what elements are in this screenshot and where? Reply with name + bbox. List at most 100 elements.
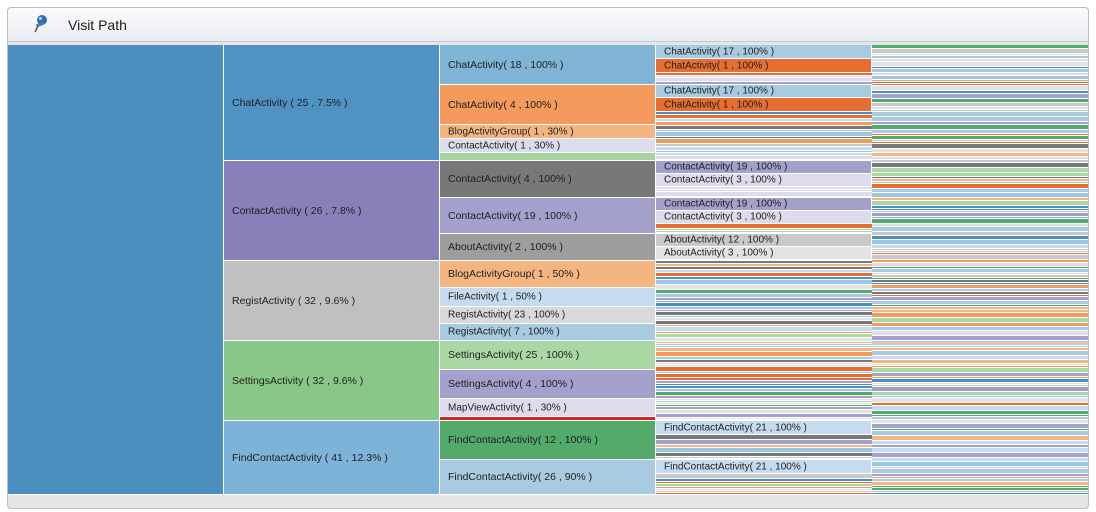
path-stripe (656, 153, 872, 156)
path-stripe (872, 201, 1088, 206)
path-stripe (872, 283, 1088, 285)
level3-label: FindContactActivity( 21 , 100% ) (664, 461, 807, 472)
level3-node[interactable]: ContactActivity( 19 , 100% ) (656, 198, 872, 211)
path-stripe (872, 327, 1088, 331)
level3-node[interactable]: ChatActivity( 1 , 100% ) (656, 59, 872, 73)
level3-node[interactable]: AboutActivity( 12 , 100% ) (656, 234, 872, 247)
path-stripe (872, 232, 1088, 236)
level2-node[interactable]: ContactActivity( 19 , 100% ) (440, 198, 656, 234)
path-stripe (872, 462, 1088, 467)
level2-strip (440, 417, 656, 421)
path-stripe (872, 160, 1088, 163)
path-stripe (872, 297, 1088, 301)
path-stripe (656, 448, 872, 453)
path-stripe (872, 467, 1088, 469)
path-stripe (656, 224, 872, 229)
path-stripe (872, 54, 1088, 56)
path-stripe (872, 62, 1088, 67)
path-stripe (656, 327, 872, 332)
path-stripe (656, 115, 872, 119)
path-stripe (656, 479, 872, 482)
level2-node[interactable]: RegistActivity( 23 , 100% ) (440, 307, 656, 324)
level1-regist[interactable]: RegistActivity ( 32 , 9.6% ) (224, 261, 440, 341)
level2-node[interactable]: RegistActivity( 7 , 100% ) (440, 324, 656, 341)
path-stripe (872, 240, 1088, 245)
path-stripe (656, 267, 872, 270)
level3-node[interactable]: FindContactActivity( 21 , 100% ) (656, 460, 872, 474)
path-stripe (872, 182, 1088, 184)
path-stripe (656, 348, 872, 352)
path-stripe (656, 294, 872, 298)
path-stripe (656, 122, 872, 126)
path-stripe (872, 310, 1088, 313)
path-stripe (872, 198, 1088, 201)
path-stripe (872, 301, 1088, 305)
path-stripe (872, 295, 1088, 297)
level2-node[interactable]: ChatActivity( 4 , 100% ) (440, 85, 656, 125)
path-stripe (872, 112, 1088, 117)
level1-settings[interactable]: SettingsActivity ( 32 , 9.6% ) (224, 341, 440, 421)
path-stripe (872, 273, 1088, 275)
level2-node[interactable]: MapViewActivity( 1 , 30% ) (440, 399, 656, 417)
level2-label: BlogActivityGroup( 1 , 30% ) (448, 126, 574, 137)
path-stripe (656, 363, 872, 365)
path-stripe (656, 270, 872, 273)
path-stripe (656, 130, 872, 132)
path-stripe (872, 122, 1088, 125)
level2-label: FindContactActivity( 26 , 90% ) (448, 471, 593, 483)
path-stripe (872, 253, 1088, 255)
level2-node[interactable]: BlogActivityGroup( 1 , 50% ) (440, 261, 656, 288)
level2-node[interactable]: SettingsActivity( 25 , 100% ) (440, 341, 656, 370)
path-stripe (872, 45, 1088, 49)
path-stripe (872, 453, 1088, 458)
path-stripe (872, 153, 1088, 157)
path-stripe (656, 156, 872, 160)
level1-findcontact[interactable]: FindContactActivity ( 41 , 12.3% ) (224, 421, 440, 495)
path-stripe (656, 405, 872, 407)
path-stripe (656, 229, 872, 231)
path-stripe (656, 277, 872, 280)
path-stripe (872, 73, 1088, 76)
path-stripe (872, 373, 1088, 377)
path-stripe (872, 149, 1088, 153)
level3-node[interactable]: AboutActivity( 3 , 100% ) (656, 247, 872, 260)
level2-label: ContactActivity( 4 , 100% ) (448, 173, 572, 185)
level2-label: AboutActivity( 2 , 100% ) (448, 241, 563, 253)
level2-node[interactable]: AboutActivity( 2 , 100% ) (440, 234, 656, 261)
level3-node[interactable]: ChatActivity( 17 , 100% ) (656, 45, 872, 59)
root-node[interactable] (8, 45, 224, 495)
level3-node[interactable]: ContactActivity( 3 , 100% ) (656, 211, 872, 224)
path-stripe (872, 245, 1088, 249)
path-stripe (656, 132, 872, 137)
path-stripe (656, 459, 872, 460)
path-stripe (656, 332, 872, 334)
path-stripe (656, 151, 872, 153)
level3-node[interactable]: FindContactActivity( 21 , 100% ) (656, 421, 872, 435)
level1-contact[interactable]: ContactActivity ( 26 , 7.8% ) (224, 161, 440, 261)
path-stripe (872, 289, 1088, 292)
path-stripe (872, 209, 1088, 211)
level2-node[interactable]: FindContactActivity( 12 , 100% ) (440, 421, 656, 460)
level1-label: ChatActivity ( 25 , 7.5% ) (232, 96, 348, 109)
level2-node[interactable]: FindContactActivity( 26 , 90% ) (440, 460, 656, 495)
path-stripe (656, 112, 872, 115)
path-stripe (656, 396, 872, 399)
level2-node[interactable]: SettingsActivity( 4 , 100% ) (440, 370, 656, 399)
level2-node[interactable]: FileActivity( 1 , 50% ) (440, 288, 656, 307)
level2-node[interactable]: ContactActivity( 1 , 30% ) (440, 139, 656, 153)
level3-node[interactable]: ChatActivity( 1 , 100% ) (656, 98, 872, 112)
path-stripe (872, 424, 1088, 429)
level3-node[interactable]: ContactActivity( 3 , 100% ) (656, 174, 872, 187)
path-stripe (872, 236, 1088, 240)
level3-node[interactable]: ChatActivity( 17 , 100% ) (656, 85, 872, 98)
level2-node[interactable]: BlogActivityGroup( 1 , 30% ) (440, 125, 656, 139)
level1-chat[interactable]: ChatActivity ( 25 , 7.5% ) (224, 45, 440, 161)
level3-node[interactable]: ContactActivity( 19 , 100% ) (656, 161, 872, 174)
path-stripe (656, 352, 872, 357)
path-stripe (872, 411, 1088, 415)
path-stripe (656, 73, 872, 76)
level2-node[interactable]: ContactActivity( 4 , 100% ) (440, 161, 656, 198)
path-stripe (872, 346, 1088, 348)
level2-node[interactable]: ChatActivity( 18 , 100% ) (440, 45, 656, 85)
path-stripe (656, 321, 872, 325)
